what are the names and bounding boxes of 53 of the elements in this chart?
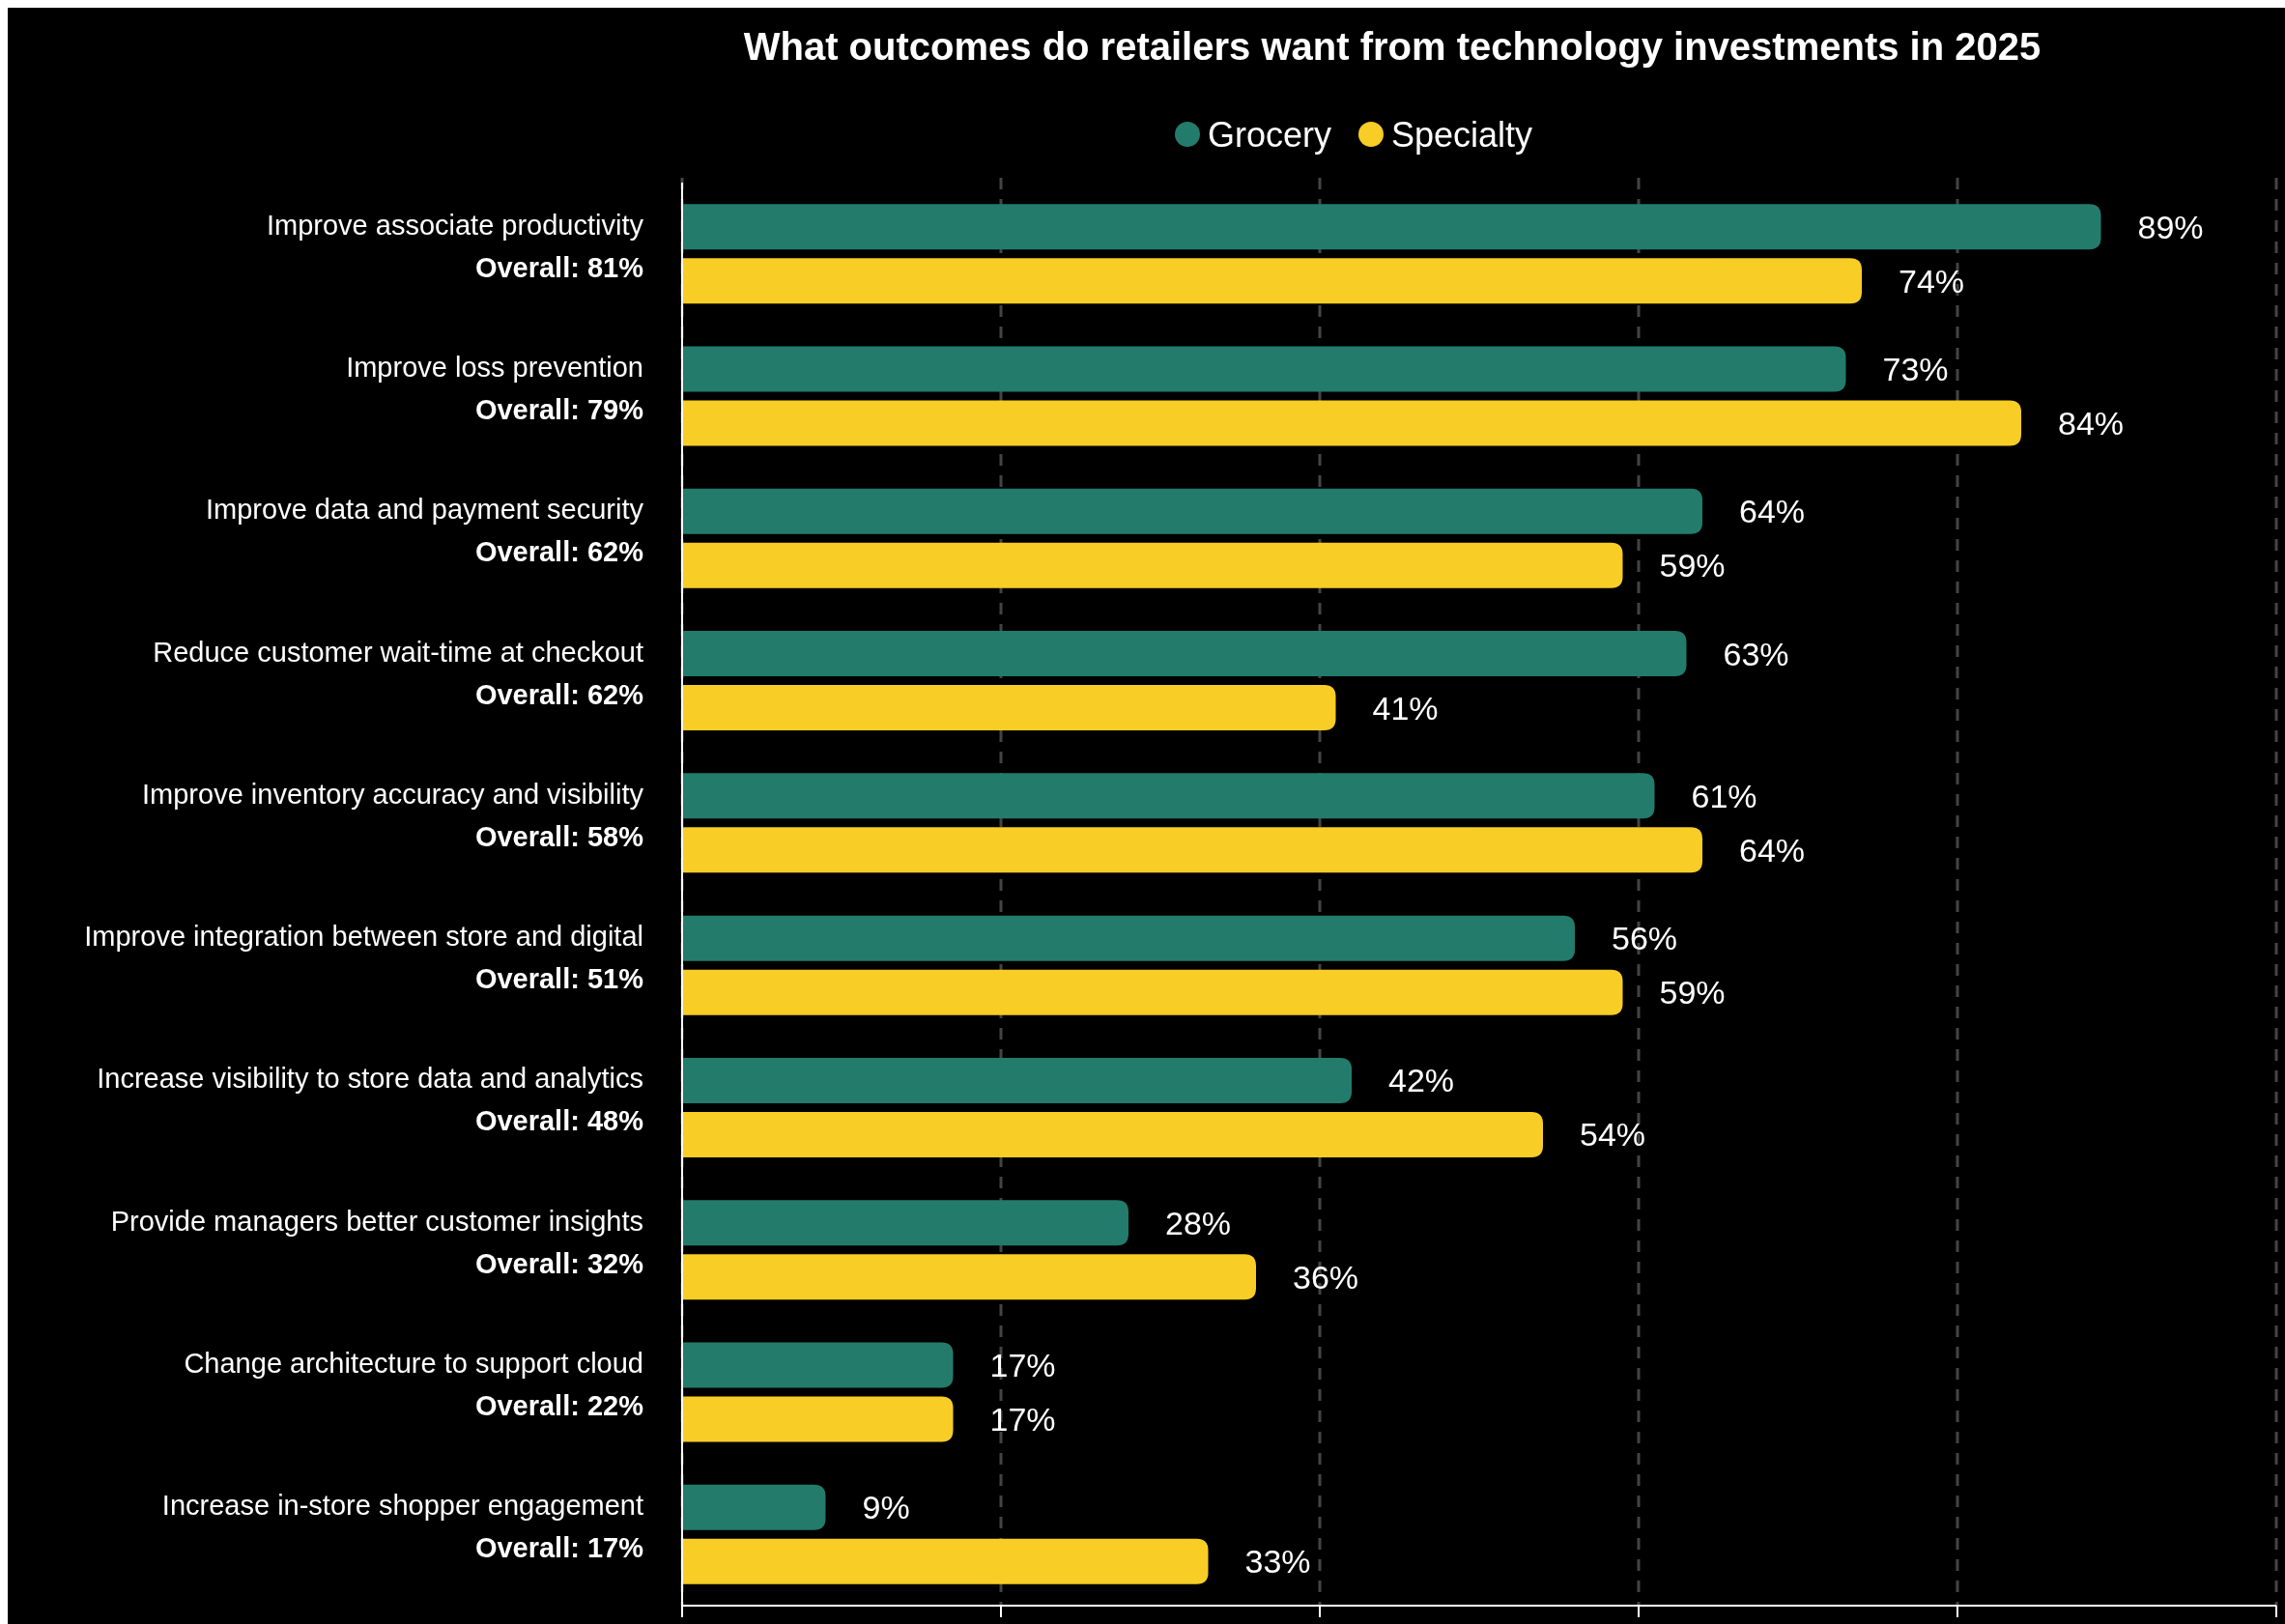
bar [682, 631, 1687, 677]
bar [682, 1342, 954, 1388]
bar [682, 969, 1623, 1015]
y-tick-label: Improve associate productivity Overall: 81% [266, 209, 644, 283]
data-label: 56% [1612, 920, 1678, 957]
y-tick-label: Improve data and payment security Overall: 62% [206, 494, 644, 568]
y-tick-label: Increase in-store shopper engagement Overall: 17% [161, 1490, 644, 1564]
data-label: 42% [1388, 1062, 1455, 1099]
data-label: 36% [1293, 1258, 1359, 1296]
y-tick-label: Increase visibility to store data and analytics Overall: 48% [97, 1063, 644, 1137]
y-tick-label: Provide managers better customer insights Overall: 32% [110, 1205, 644, 1279]
data-label: 63% [1723, 635, 1789, 672]
legend-label: Grocery [1208, 114, 1332, 155]
data-label: 64% [1739, 831, 1806, 869]
y-tick-label: Reduce customer wait-time at checkout Overall: 62% [153, 636, 644, 710]
bar [682, 773, 1655, 819]
data-label: 64% [1739, 493, 1806, 530]
y-tick-label: Improve inventory accuracy and visibility Overall: 58% [142, 778, 644, 852]
bar [682, 204, 2101, 250]
bar [682, 1254, 1256, 1300]
bar [682, 1057, 1352, 1103]
data-label: 17% [989, 1401, 1056, 1439]
data-label: 59% [1659, 547, 1726, 584]
bar [682, 346, 1846, 392]
bar [682, 1538, 1209, 1584]
bar [682, 1396, 954, 1442]
bar [682, 258, 1862, 304]
y-tick-label: Improve integration between store and digital Overall: 51% [84, 921, 644, 995]
chart-title: What outcomes do retailers want from technology investments in 2025 [743, 25, 2042, 68]
data-label: 61% [1691, 777, 1757, 814]
data-label: 74% [1899, 262, 1965, 299]
bar [682, 542, 1623, 588]
bar [682, 1111, 1543, 1157]
data-label: 89% [2137, 208, 2204, 245]
data-label: 54% [1580, 1116, 1646, 1154]
bar [682, 915, 1575, 961]
legend-label: Specialty [1391, 114, 1533, 155]
y-tick-label: Change architecture to support cloud Overall: 22% [184, 1348, 644, 1422]
y-tick-label: Improve loss prevention Overall: 79% [346, 351, 644, 425]
data-label: 17% [989, 1347, 1056, 1384]
bar [682, 685, 1336, 731]
bar [682, 1200, 1128, 1246]
data-label: 41% [1372, 689, 1439, 727]
bar [682, 1484, 826, 1530]
bar [682, 400, 2021, 446]
data-label: 84% [2058, 404, 2125, 442]
data-label: 59% [1659, 974, 1726, 1011]
data-label: 33% [1244, 1543, 1311, 1581]
data-label: 73% [1882, 350, 1949, 387]
data-label: 9% [862, 1489, 910, 1526]
data-label: 28% [1165, 1204, 1232, 1241]
bar [682, 827, 1702, 873]
bar [682, 488, 1702, 534]
